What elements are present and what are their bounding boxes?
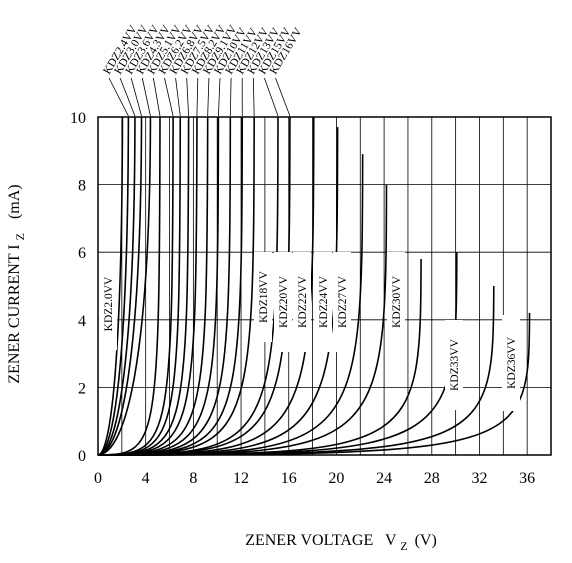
label-leader <box>141 77 151 117</box>
series-labels: KDZ2.4VVKDZ3.0VVKDZ3.6VVKDZ4.3VVKDZ5.1VV… <box>99 23 520 411</box>
label-leader <box>119 77 136 117</box>
series-label-background <box>445 320 463 410</box>
series-label-background <box>274 252 292 352</box>
y-tick-label: 4 <box>78 313 86 330</box>
label-leader <box>218 77 221 117</box>
y-axis-title-subscript: Z <box>13 233 27 240</box>
series-label-background <box>254 252 272 342</box>
series-label-background <box>333 252 351 352</box>
series-curve <box>97 116 130 456</box>
series-curve <box>97 116 124 456</box>
label-leader <box>275 77 291 117</box>
x-axis-symbol: V <box>385 532 397 549</box>
x-tick-label: 28 <box>424 470 440 487</box>
label-leader <box>175 77 181 117</box>
x-tick-label: 36 <box>519 470 535 487</box>
series-label: KDZ22VV <box>297 275 309 327</box>
x-tick-label: 24 <box>376 470 392 487</box>
series-curve <box>97 116 152 456</box>
y-tick-label: 6 <box>78 245 86 262</box>
label-leader <box>229 77 232 117</box>
label-leader <box>108 77 129 117</box>
y-tick-label: 0 <box>78 448 86 465</box>
label-leader <box>186 77 189 117</box>
series-label: KDZ27VV <box>337 275 349 327</box>
series-curve <box>97 116 143 456</box>
y-tick-label: 10 <box>70 110 86 127</box>
x-axis-title-text: ZENER VOLTAGE <box>245 532 373 549</box>
series-label-background <box>293 252 311 352</box>
series-label-background <box>502 315 520 411</box>
series-label: KDZ18VV <box>258 270 270 322</box>
x-tick-label: 12 <box>233 470 249 487</box>
series-curve <box>97 313 531 456</box>
y-axis-title: ZENER CURRENT I Z (mA) <box>6 184 28 383</box>
x-axis-symbol-subscript: Z <box>400 539 407 553</box>
x-axis-title: ZENER VOLTAGE V Z (V) <box>245 532 437 554</box>
plot-frame <box>97 116 552 456</box>
y-tick-label: 2 <box>78 380 86 397</box>
y-tick-label: 8 <box>78 178 86 195</box>
series-label: KDZ36VV <box>506 336 518 388</box>
label-leader <box>164 77 174 117</box>
x-tick-label: 0 <box>94 470 102 487</box>
plot-border <box>97 116 552 456</box>
series-label: KDZ33VV <box>449 338 461 390</box>
x-tick-label: 20 <box>328 470 344 487</box>
x-tick-label: 32 <box>471 470 487 487</box>
grid <box>98 117 551 455</box>
series-curve <box>97 116 136 456</box>
series-label: KDZ30VV <box>391 275 403 327</box>
label-leader <box>207 77 210 117</box>
series-label: KDZ24VV <box>318 275 330 327</box>
series-label-background <box>99 258 117 350</box>
series-label-background <box>314 252 332 352</box>
x-axis-unit: (V) <box>415 532 437 549</box>
label-leader <box>252 77 255 117</box>
x-tick-label: 8 <box>189 470 197 487</box>
label-leader <box>153 77 161 117</box>
label-leader <box>130 77 142 117</box>
series-label: KDZ20VV <box>278 275 290 327</box>
series-label: KDZ2.0VV <box>103 276 115 331</box>
x-tick-label: 4 <box>142 470 150 487</box>
y-axis-unit: (mA) <box>6 184 23 219</box>
series-label-background <box>387 252 405 352</box>
curves <box>97 116 531 456</box>
label-leader <box>264 77 279 117</box>
label-leader <box>196 77 199 117</box>
y-axis-title-text: ZENER CURRENT I <box>6 244 23 383</box>
x-tick-label: 16 <box>281 470 297 487</box>
